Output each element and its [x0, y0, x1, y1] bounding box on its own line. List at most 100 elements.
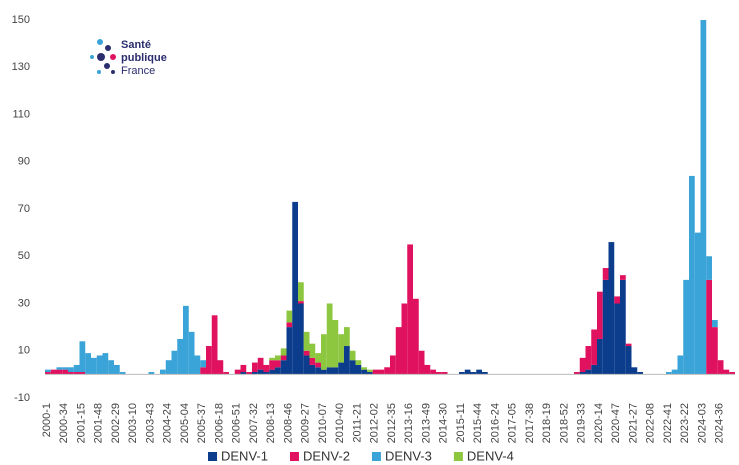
- bar-segment: [706, 256, 712, 280]
- x-tick-label: 2024-03: [696, 403, 708, 443]
- bar-segment: [344, 346, 350, 375]
- logo-dot: [97, 39, 103, 45]
- bar-segment: [671, 369, 678, 375]
- bar-segment: [286, 322, 293, 328]
- x-tick-label: 2019-33: [576, 403, 588, 443]
- bar-segment: [591, 364, 597, 375]
- bar-segment: [464, 369, 471, 375]
- bar-segment: [56, 367, 63, 370]
- bar-segment: [275, 355, 281, 361]
- bar-segment: [395, 327, 402, 375]
- x-tick-label: 2010-40: [334, 403, 346, 443]
- bar-segment: [390, 355, 396, 375]
- bar-segment: [188, 331, 195, 375]
- x-tick-label: 2009-27: [300, 403, 312, 443]
- bar-segment: [211, 315, 218, 375]
- bar-segment: [372, 369, 379, 375]
- x-tick-label: 2023-22: [679, 403, 691, 443]
- bar-segment: [303, 355, 310, 375]
- bar-segment: [355, 364, 362, 375]
- bar-segment: [280, 360, 287, 375]
- bar-segment: [275, 360, 281, 368]
- bar-segment: [50, 369, 57, 375]
- bar-segment: [275, 367, 281, 375]
- bar-segment: [183, 305, 189, 375]
- bar-segment: [625, 343, 632, 347]
- bar-segment: [574, 372, 580, 375]
- x-tick-label: 2006-18: [213, 403, 225, 443]
- legend-label: DENV-3: [385, 448, 432, 463]
- x-tick-label: 2005-37: [196, 403, 208, 443]
- bar-segment: [148, 372, 155, 375]
- bar-segment: [579, 357, 586, 373]
- bar-segment: [45, 369, 51, 373]
- bar-segment: [470, 372, 477, 375]
- bar-segment: [309, 357, 316, 365]
- bar-segment: [361, 369, 367, 375]
- bar-segment: [79, 372, 86, 375]
- bar-segment: [407, 244, 413, 375]
- bar-segment: [263, 372, 270, 375]
- bar-segment: [315, 367, 321, 375]
- bar-segment: [591, 329, 597, 365]
- logo-text: Santé: [121, 39, 151, 51]
- y-tick-label: 70: [18, 203, 30, 215]
- x-tick-label: 2013-16: [403, 403, 415, 443]
- x-tick-label: 2000-1: [41, 403, 53, 437]
- bar-segment: [298, 282, 304, 302]
- y-tick-label: 150: [12, 14, 30, 26]
- bar-segment: [631, 367, 638, 375]
- bar-segment: [666, 372, 672, 375]
- legend-swatch: [371, 452, 381, 461]
- bar-segment: [292, 201, 298, 375]
- x-tick-label: 2015-11: [455, 403, 467, 443]
- bar-segment: [585, 369, 592, 375]
- bar-segment: [597, 338, 603, 375]
- bar-segment: [263, 364, 270, 373]
- bar-segment: [165, 360, 172, 375]
- y-tick-label: 130: [12, 61, 30, 73]
- logo-dot: [90, 55, 94, 59]
- x-tick-label: 2018-52: [558, 403, 570, 443]
- bar-segment: [108, 360, 114, 375]
- bar-segment: [119, 372, 126, 375]
- bar-segment: [332, 320, 339, 368]
- x-tick-label: 2020-14: [593, 403, 605, 443]
- bar-segment: [62, 369, 68, 375]
- bar-segment: [418, 350, 425, 375]
- x-tick-label: 2020-47: [610, 403, 622, 443]
- bar-segment: [338, 362, 344, 375]
- bar-segment: [303, 350, 310, 356]
- bar-segment: [114, 364, 120, 375]
- bar-segment: [378, 369, 385, 375]
- bar-segment: [729, 372, 735, 375]
- logo: Santé publique France: [90, 39, 167, 77]
- bar-segment: [338, 334, 344, 363]
- legend-swatch: [289, 452, 299, 461]
- bar-segment: [73, 364, 80, 373]
- x-tick-label: 2001-15: [75, 403, 87, 443]
- x-tick-label: 2003-10: [127, 403, 139, 443]
- bar-segment: [252, 362, 258, 373]
- bar-segment: [269, 369, 275, 375]
- bar-segment: [321, 369, 327, 375]
- bar-segment: [683, 279, 689, 375]
- bar-segment: [441, 372, 448, 375]
- x-tick-label: 2010-07: [317, 403, 329, 443]
- x-tick-label: 2024-36: [714, 403, 726, 443]
- bar-segment: [424, 364, 431, 375]
- x-tick-label: 2005-04: [179, 403, 191, 443]
- bar-segment: [298, 301, 304, 304]
- bar-segment: [637, 372, 643, 375]
- logo-dot: [105, 45, 111, 51]
- bar-segment: [614, 303, 620, 375]
- bar-segment: [430, 369, 436, 375]
- bar-segment: [240, 364, 247, 373]
- bar-segment: [706, 279, 712, 375]
- bar-segment: [91, 357, 97, 375]
- bar-segment: [200, 367, 206, 375]
- bar-segment: [234, 369, 241, 375]
- x-tick-label: 2022-41: [662, 403, 674, 443]
- bar-segment: [459, 372, 465, 375]
